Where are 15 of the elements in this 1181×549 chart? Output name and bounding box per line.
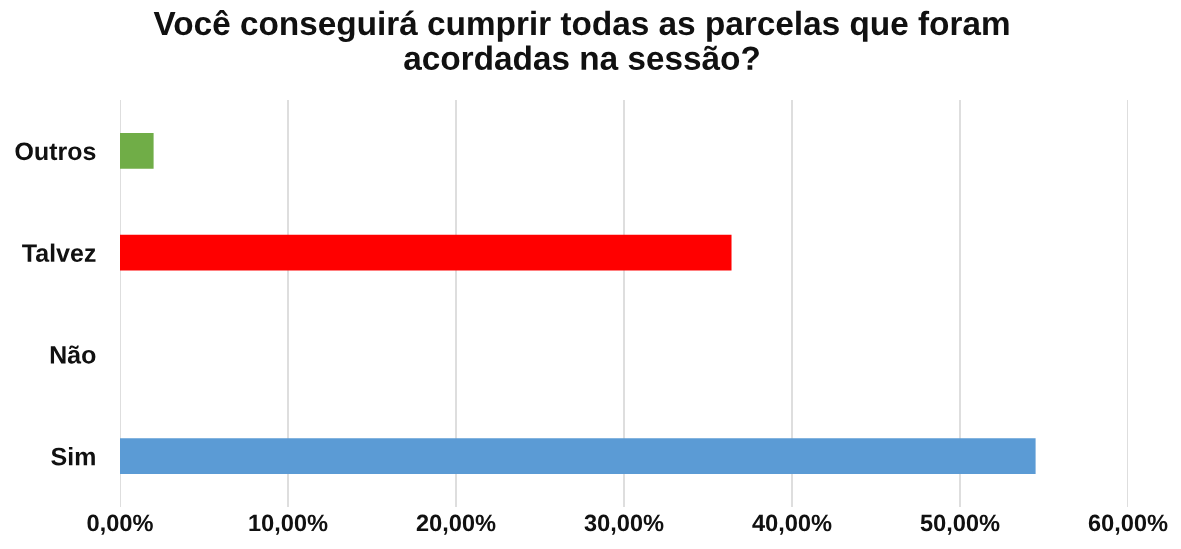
bar [120, 133, 154, 169]
y-tick-label: Outros [15, 142, 96, 161]
x-tick-label: 0,00% [87, 514, 153, 535]
bar [120, 234, 732, 271]
bar [120, 438, 1036, 474]
chart-title: Você conseguirá cumprir todas as parcelas que foram acordadas na sessão? [153, 10, 1009, 71]
x-tick-label: 50,00% [920, 514, 1000, 535]
y-tick-label: Não [50, 345, 96, 364]
x-tick-label: 40,00% [752, 514, 832, 535]
x-tick-label: 30,00% [584, 514, 664, 535]
y-tick-label: Talvez [22, 243, 96, 262]
x-tick-label: 10,00% [249, 514, 328, 535]
y-tick-label: Sim [51, 447, 95, 466]
x-tick-label: 20,00% [416, 514, 496, 535]
x-tick-label: 60,00% [1088, 514, 1168, 535]
